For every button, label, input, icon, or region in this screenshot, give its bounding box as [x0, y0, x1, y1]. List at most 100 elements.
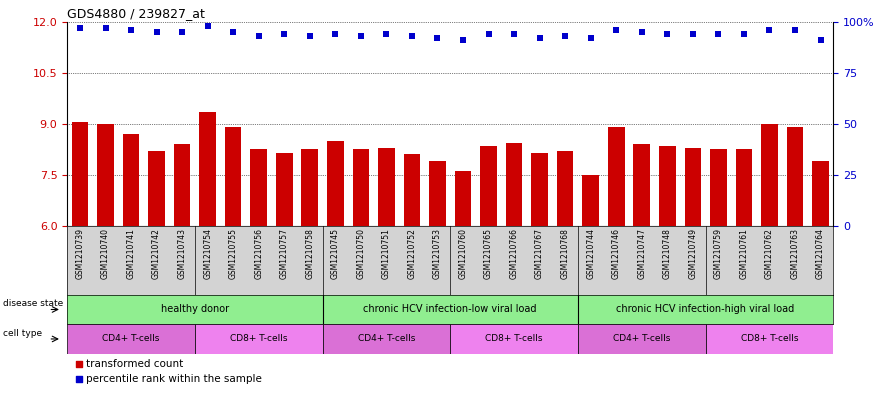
Text: CD4+ T-cells: CD4+ T-cells — [102, 334, 159, 343]
Point — [328, 31, 342, 37]
Point — [737, 31, 751, 37]
Bar — [97, 124, 114, 226]
Bar — [301, 149, 318, 226]
Bar — [607, 127, 625, 226]
Point — [150, 29, 164, 35]
Point — [354, 33, 368, 39]
Bar — [174, 144, 191, 226]
Bar — [250, 149, 267, 226]
Text: healthy donor: healthy donor — [160, 305, 229, 314]
Point — [252, 33, 266, 39]
Bar — [736, 149, 753, 226]
Text: GSM1210760: GSM1210760 — [459, 228, 468, 279]
Point — [277, 31, 291, 37]
Bar — [352, 149, 369, 226]
Text: GSM1210755: GSM1210755 — [228, 228, 237, 279]
Text: GSM1210743: GSM1210743 — [177, 228, 186, 279]
Text: GSM1210767: GSM1210767 — [535, 228, 544, 279]
Point — [788, 27, 802, 33]
Point — [481, 31, 495, 37]
Bar — [787, 127, 804, 226]
Bar — [123, 134, 140, 226]
Bar — [72, 122, 89, 226]
Bar — [378, 148, 395, 226]
Point — [547, 137, 562, 143]
Text: GSM1210768: GSM1210768 — [561, 228, 570, 279]
Text: chronic HCV infection-high viral load: chronic HCV infection-high viral load — [616, 305, 795, 314]
Bar — [556, 151, 573, 226]
Text: GSM1210754: GSM1210754 — [203, 228, 212, 279]
Point — [456, 37, 470, 43]
Point — [532, 35, 547, 41]
Text: GSM1210740: GSM1210740 — [101, 228, 110, 279]
Point — [73, 25, 87, 31]
Text: GSM1210764: GSM1210764 — [816, 228, 825, 279]
Text: GSM1210766: GSM1210766 — [510, 228, 519, 279]
Text: GSM1210762: GSM1210762 — [765, 228, 774, 279]
Point — [660, 31, 675, 37]
Point — [558, 33, 573, 39]
Point — [634, 29, 649, 35]
Text: GSM1210749: GSM1210749 — [688, 228, 697, 279]
Point — [583, 35, 598, 41]
Bar — [454, 171, 471, 226]
Bar — [450, 324, 578, 354]
Point — [175, 29, 189, 35]
Bar — [659, 146, 676, 226]
Bar — [403, 154, 420, 226]
Text: GSM1210747: GSM1210747 — [637, 228, 646, 279]
Text: GSM1210750: GSM1210750 — [357, 228, 366, 279]
Point — [201, 22, 215, 29]
Bar — [685, 148, 702, 226]
Text: GSM1210763: GSM1210763 — [790, 228, 799, 279]
Text: GSM1210751: GSM1210751 — [382, 228, 391, 279]
Text: chronic HCV infection-low viral load: chronic HCV infection-low viral load — [364, 305, 537, 314]
Text: GDS4880 / 239827_at: GDS4880 / 239827_at — [67, 7, 205, 20]
Text: percentile rank within the sample: percentile rank within the sample — [86, 374, 263, 384]
Text: GSM1210744: GSM1210744 — [586, 228, 595, 279]
Point — [507, 31, 521, 37]
Text: GSM1210746: GSM1210746 — [612, 228, 621, 279]
Bar — [327, 141, 344, 226]
Bar — [531, 153, 548, 226]
Text: GSM1210757: GSM1210757 — [280, 228, 289, 279]
Text: GSM1210753: GSM1210753 — [433, 228, 442, 279]
Text: GSM1210739: GSM1210739 — [75, 228, 84, 279]
Text: cell type: cell type — [4, 329, 42, 338]
Bar — [199, 112, 216, 226]
Text: GSM1210748: GSM1210748 — [663, 228, 672, 279]
Bar — [582, 175, 599, 226]
Text: GSM1210759: GSM1210759 — [714, 228, 723, 279]
Text: GSM1210745: GSM1210745 — [331, 228, 340, 279]
Text: CD8+ T-cells: CD8+ T-cells — [230, 334, 288, 343]
Point — [609, 27, 624, 33]
Point — [547, 278, 562, 285]
Text: GSM1210765: GSM1210765 — [484, 228, 493, 279]
Bar — [812, 161, 829, 226]
Bar — [194, 324, 323, 354]
Bar — [505, 143, 522, 226]
Bar — [761, 124, 778, 226]
Text: GSM1210741: GSM1210741 — [126, 228, 135, 279]
Text: GSM1210742: GSM1210742 — [152, 228, 161, 279]
Bar — [67, 324, 194, 354]
Text: CD4+ T-cells: CD4+ T-cells — [613, 334, 670, 343]
Point — [814, 37, 828, 43]
Text: GSM1210758: GSM1210758 — [306, 228, 314, 279]
Text: GSM1210752: GSM1210752 — [408, 228, 417, 279]
Bar — [148, 151, 165, 226]
Text: disease state: disease state — [4, 299, 64, 308]
Text: CD8+ T-cells: CD8+ T-cells — [741, 334, 798, 343]
Point — [99, 25, 113, 31]
Bar — [480, 146, 497, 226]
Bar — [633, 144, 650, 226]
Point — [124, 27, 138, 33]
Text: GSM1210756: GSM1210756 — [254, 228, 263, 279]
Point — [711, 31, 726, 37]
Bar — [710, 149, 727, 226]
Bar — [578, 324, 706, 354]
Bar — [706, 324, 833, 354]
Bar — [429, 161, 446, 226]
Text: GSM1210761: GSM1210761 — [739, 228, 748, 279]
Point — [303, 33, 317, 39]
